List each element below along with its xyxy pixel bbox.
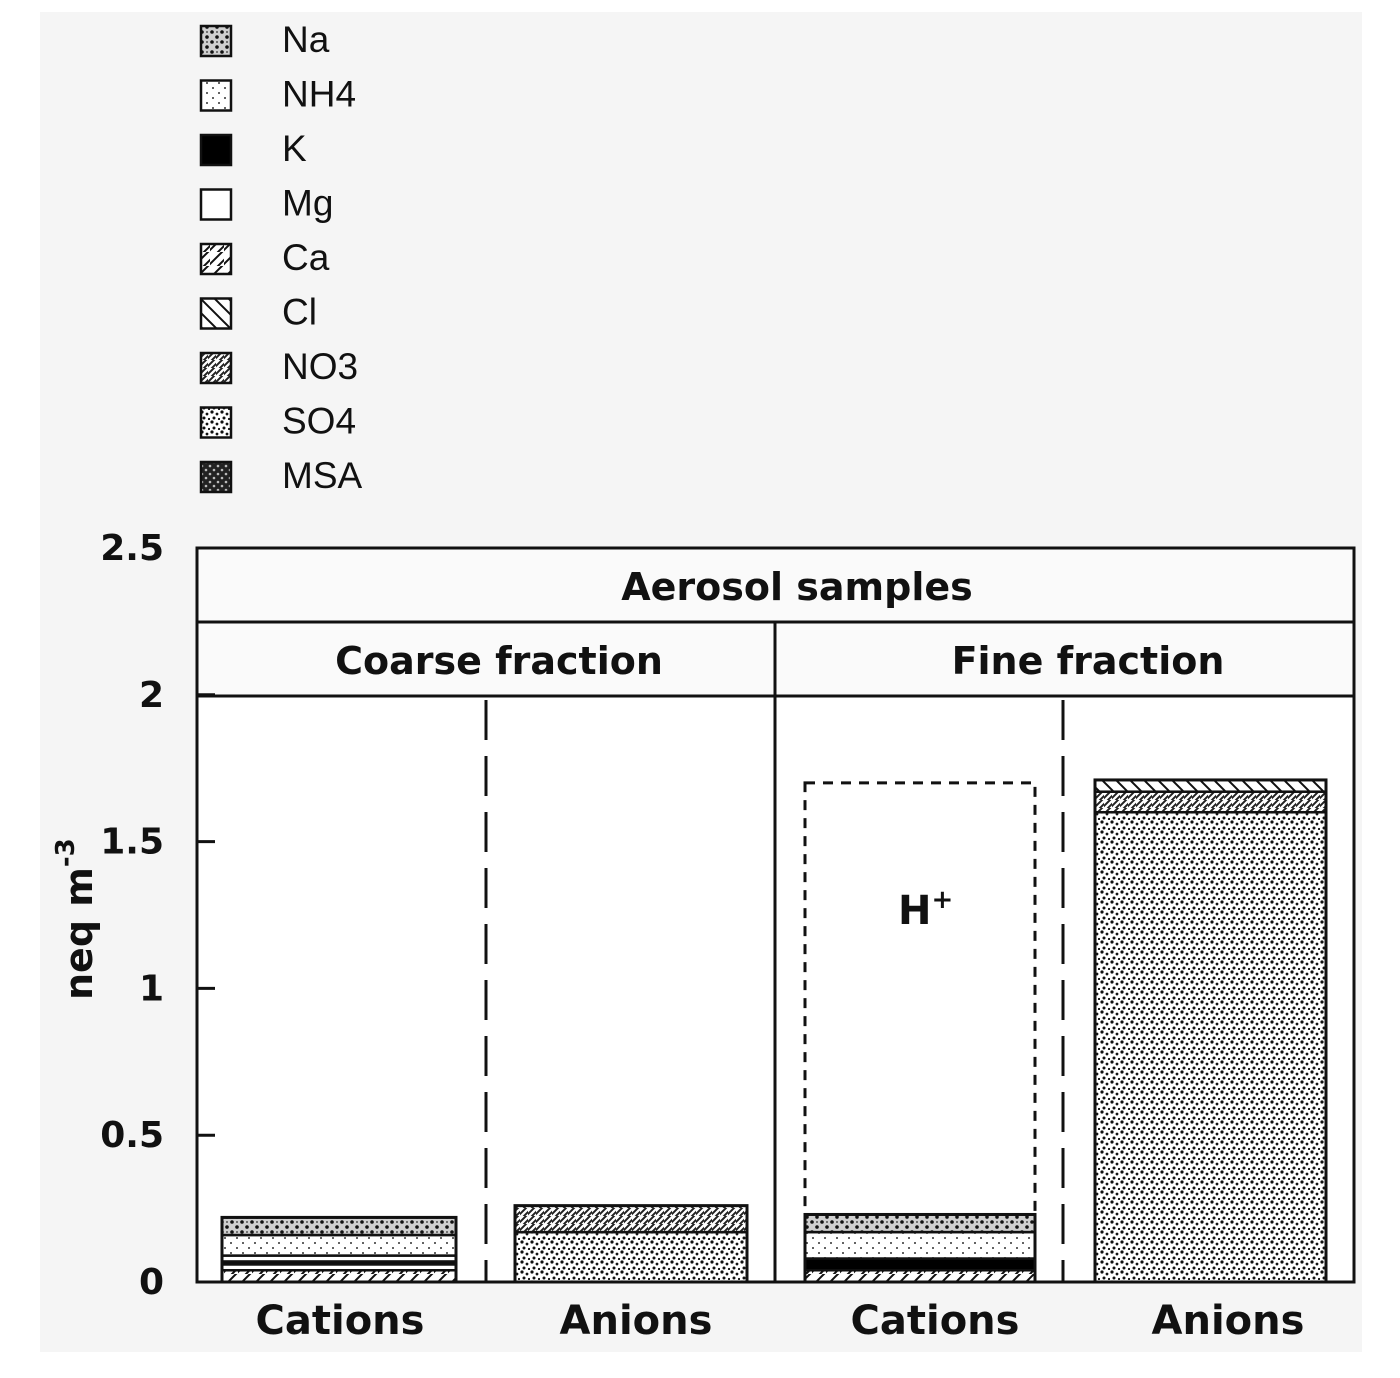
legend-label-ca: Ca [282,237,330,278]
legend-label-so4: SO4 [282,401,356,442]
chart-title: Aerosol samples [621,565,972,609]
legend-swatch-nh4 [199,79,233,112]
legend-swatch-na [199,24,233,58]
legend-label-k: K [282,128,307,169]
h-plus-dashed-box [803,781,1037,1216]
bar-segment-ca [803,1269,1037,1284]
bar-segment-no3 [1093,790,1328,814]
y-tick-label: 2 [139,675,164,716]
legend-swatch-mg [199,188,233,221]
legend-label-mg: Mg [282,183,333,224]
legend-swatch-so4 [199,406,233,439]
bar-segment-ca [220,1269,458,1284]
bar-outline [513,1204,749,1284]
bar-segment-k [803,1257,1037,1272]
bar-segment-so4 [1093,810,1328,1284]
legend: Na NH4 K Mg Ca Cl NO3 SO4 MSA [199,19,363,496]
group-label-coarse: Coarse fraction [335,639,663,683]
x-category-label-anions: Anions [560,1298,713,1344]
bar-segment-na [803,1213,1037,1234]
facet-header: Aerosol samples Coarse fraction Fine fra… [195,546,1356,698]
x-category-label-anions: Anions [1152,1298,1305,1344]
legend-swatch-msa [199,460,233,494]
bar-outline [220,1215,458,1284]
bar-outline [1093,778,1328,1284]
bar-segment-nh4 [220,1233,458,1257]
y-tick-label: 0 [139,1262,164,1303]
bar-segment-na [220,1216,458,1237]
h-plus-label: H+ [898,885,953,934]
bar-segment-nh4 [803,1230,1037,1260]
y-axis-label-superscript: -3 [51,838,81,867]
y-tick-label: 1 [139,968,164,1009]
x-category-label-cations: Cations [851,1298,1020,1344]
legend-label-msa: MSA [282,455,363,496]
h-plus-superscript: + [931,885,953,915]
legend-label-nh4: NH4 [282,74,356,115]
y-axis-label: neq m-3 [51,838,101,1000]
group-label-fine: Fine fraction [952,639,1225,683]
legend-label-cl: Cl [282,292,317,333]
y-tick-label: 2.5 [100,528,164,569]
legend-label-no3: NO3 [282,346,358,387]
y-axis: 0 0.5 1 1.5 2 2.5 [100,528,215,1303]
bar-segment-cl [1093,778,1328,793]
legend-swatch-ca [199,242,233,276]
legend-swatch-no3 [199,351,233,385]
bars: H+ [220,778,1328,1284]
x-axis-labels: Cations Anions Cations Anions [256,1298,1305,1344]
x-category-label-cations: Cations [256,1298,425,1344]
bar-segment-so4 [513,1230,749,1284]
legend-swatch-cl [199,297,233,330]
legend-label-na: Na [282,19,330,60]
y-tick-label: 1.5 [100,822,164,863]
legend-swatch-k [199,133,233,167]
y-tick-label: 0.5 [100,1115,164,1156]
bar-segment-no3 [513,1204,749,1234]
